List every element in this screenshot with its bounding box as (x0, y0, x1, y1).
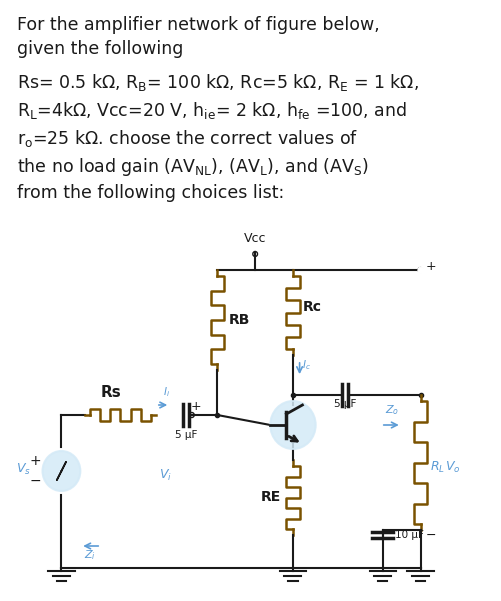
Text: −: − (425, 528, 436, 542)
Circle shape (271, 401, 316, 449)
Text: Rs= 0.5 k$\Omega$, R$_\mathrm{B}$= 100 k$\Omega$, Rc=5 k$\Omega$, R$_\mathrm{E}$: Rs= 0.5 k$\Omega$, R$_\mathrm{B}$= 100 k… (17, 72, 419, 93)
Text: the no load gain (AV$_\mathrm{NL}$), (AV$_\mathrm{L}$), and (AV$_\mathrm{S}$): the no load gain (AV$_\mathrm{NL}$), (AV… (17, 156, 369, 178)
Text: $V_o$: $V_o$ (445, 459, 460, 475)
Text: RE: RE (261, 490, 281, 504)
Text: +: + (425, 260, 436, 273)
Text: $I_i$: $I_i$ (163, 385, 170, 399)
Text: For the amplifier network of figure below,: For the amplifier network of figure belo… (17, 16, 380, 34)
Text: Vcc: Vcc (244, 232, 267, 245)
Text: $I_c$: $I_c$ (303, 358, 312, 372)
Text: $V_s$: $V_s$ (16, 462, 31, 477)
Text: 5 μF: 5 μF (175, 430, 197, 440)
Text: −: − (29, 474, 41, 488)
Text: +: + (191, 400, 201, 413)
Text: 5 μF: 5 μF (334, 399, 356, 409)
Text: from the following choices list:: from the following choices list: (17, 184, 284, 202)
Text: $Z_o$: $Z_o$ (385, 403, 399, 417)
Text: Rs: Rs (100, 385, 121, 400)
Text: +: + (29, 454, 41, 468)
Text: $Z_i$: $Z_i$ (84, 548, 96, 562)
Text: $V_i$: $V_i$ (159, 468, 172, 483)
Text: $R_L$: $R_L$ (430, 459, 445, 475)
Text: Rc: Rc (303, 300, 322, 314)
Text: R$_\mathrm{L}$=4k$\Omega$, Vcc=20 V, h$_\mathrm{ie}$= 2 k$\Omega$, h$_\mathrm{fe: R$_\mathrm{L}$=4k$\Omega$, Vcc=20 V, h$_… (17, 100, 407, 121)
Circle shape (43, 451, 80, 491)
Text: r$_\mathrm{o}$=25 k$\Omega$. choose the correct values of: r$_\mathrm{o}$=25 k$\Omega$. choose the … (17, 128, 358, 149)
Text: RB: RB (229, 313, 250, 327)
Text: given the following: given the following (17, 40, 183, 58)
Text: 10 μF: 10 μF (395, 530, 424, 540)
